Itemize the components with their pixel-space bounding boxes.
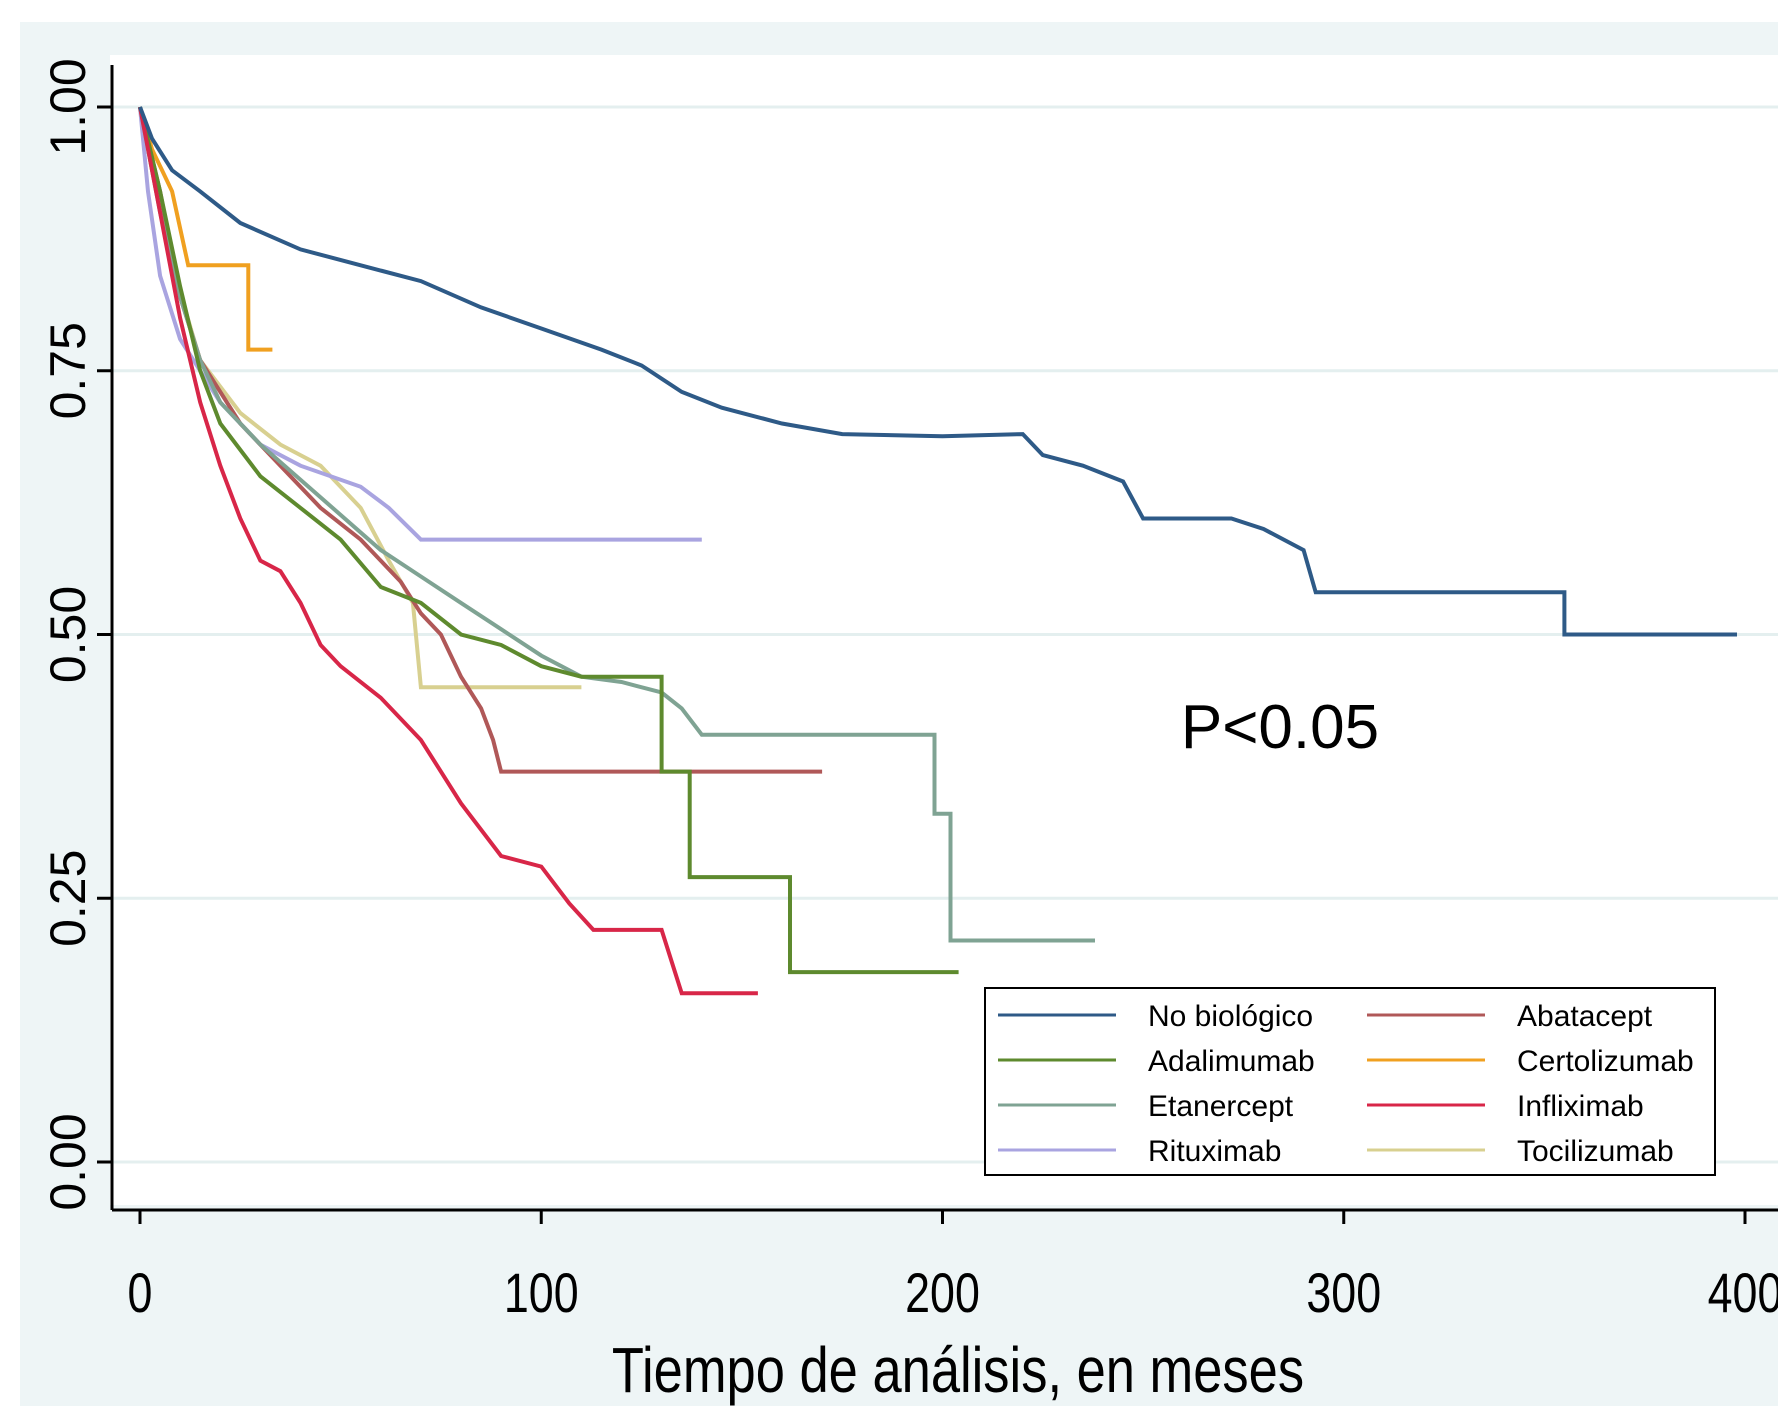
x-axis-title: Tiempo de análisis, en meses bbox=[612, 1335, 1304, 1406]
y-tick-label: 0.00 bbox=[40, 1113, 96, 1210]
legend-label: Certolizumab bbox=[1517, 1045, 1694, 1078]
y-tick-label: 0.75 bbox=[40, 322, 96, 419]
x-tick-label: 100 bbox=[504, 1261, 579, 1324]
y-tick-label: 0.50 bbox=[40, 586, 96, 683]
x-tick-label: 200 bbox=[905, 1261, 980, 1324]
y-tick-label: 0.25 bbox=[40, 850, 96, 947]
legend-label: Abatacept bbox=[1517, 1000, 1653, 1033]
legend-label: Etanercept bbox=[1148, 1090, 1294, 1123]
p-value-annotation: P<0.05 bbox=[1181, 693, 1379, 762]
legend: No biológico Adalimumab Etanercept Rituxima… bbox=[984, 987, 1716, 1176]
x-tick-label: 300 bbox=[1306, 1261, 1381, 1324]
x-tick-label: 400 bbox=[1708, 1261, 1778, 1324]
legend-box bbox=[984, 987, 1716, 1176]
series-line-infliximab bbox=[138, 106, 758, 996]
legend-label: Infliximab bbox=[1517, 1090, 1644, 1123]
legend-label: Tocilizumab bbox=[1517, 1135, 1674, 1168]
y-tick-label: 1.00 bbox=[40, 58, 96, 155]
legend-label: Rituximab bbox=[1148, 1135, 1281, 1168]
series-lines bbox=[138, 106, 1737, 996]
legend-label: Adalimumab bbox=[1148, 1045, 1315, 1078]
axes: 0.00 0.25 0.50 0.75 1.00 0 100 200 300 400 bbox=[40, 58, 1778, 1324]
series-line-etanercept bbox=[138, 106, 1095, 943]
x-tick-label: 0 bbox=[128, 1261, 153, 1324]
series-line-adalimumab bbox=[138, 106, 959, 975]
series-line-no-biol-gico bbox=[138, 106, 1737, 637]
legend-label: No biológico bbox=[1148, 1000, 1313, 1033]
